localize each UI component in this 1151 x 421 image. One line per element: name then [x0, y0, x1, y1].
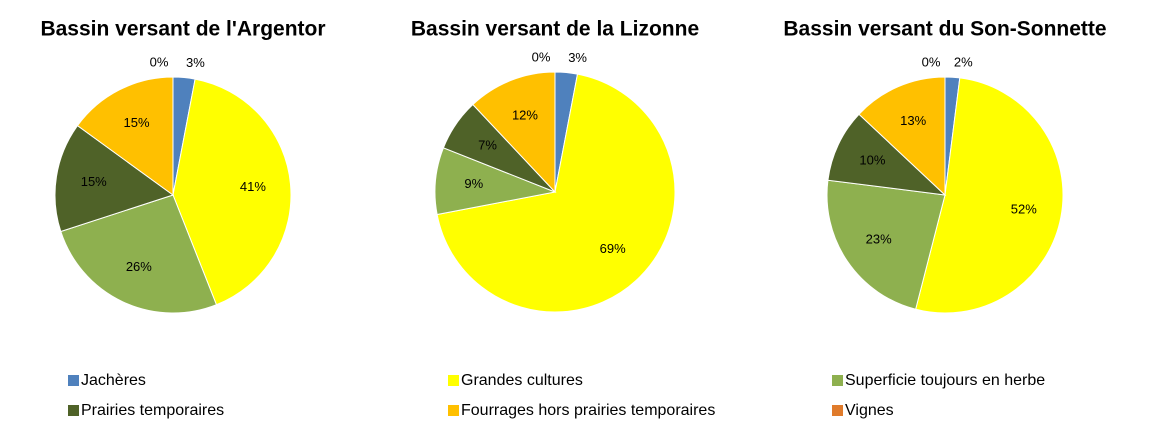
data-label: 2%: [954, 55, 973, 70]
pie-slice: [827, 113, 947, 196]
legend-swatch: [68, 405, 79, 416]
data-label: 10%: [859, 152, 885, 167]
chart-title: Bassin versant de la Lizonne: [411, 18, 699, 41]
pie-slice: [172, 78, 292, 306]
pie-slice: [915, 77, 1064, 314]
legend-label: Grandes cultures: [461, 372, 583, 389]
pie-slice: [54, 124, 175, 233]
legend-label: Jachères: [81, 372, 146, 389]
data-label: 12%: [512, 108, 538, 123]
data-label: 3%: [186, 55, 205, 70]
legend-label: Prairies temporaires: [81, 402, 224, 419]
legend-label: Fourrages hors prairies temporaires: [461, 402, 715, 419]
legend-label: Superficie toujours en herbe: [845, 372, 1045, 389]
pie-slice: [472, 71, 556, 194]
pie-slice: [436, 73, 676, 313]
data-label: 13%: [900, 113, 926, 128]
chart-title: Bassin versant de l'Argentor: [40, 18, 325, 41]
chart-title: Bassin versant du Son-Sonnette: [783, 18, 1106, 41]
data-label: 15%: [124, 115, 150, 130]
data-label: 23%: [866, 232, 892, 247]
data-label: 0%: [922, 54, 941, 69]
legend-swatch: [448, 375, 459, 386]
data-label: 15%: [81, 174, 107, 189]
data-label: 52%: [1011, 201, 1037, 216]
data-label: 0%: [150, 54, 169, 69]
data-label: 0%: [532, 49, 551, 64]
legend-swatch: [448, 405, 459, 416]
data-label: 3%: [568, 50, 587, 65]
data-label: 69%: [600, 241, 626, 256]
data-label: 26%: [126, 259, 152, 274]
pie-slice: [826, 179, 946, 310]
legend-swatch: [832, 405, 843, 416]
data-label: 9%: [464, 176, 483, 191]
legend-label: Vignes: [845, 402, 894, 419]
pie-slice: [76, 76, 174, 196]
data-label: 7%: [478, 138, 497, 153]
legend-swatch: [832, 375, 843, 386]
pie-slice: [858, 76, 946, 197]
data-label: 41%: [240, 179, 266, 194]
legend-swatch: [68, 375, 79, 386]
pie-slice: [60, 194, 218, 314]
